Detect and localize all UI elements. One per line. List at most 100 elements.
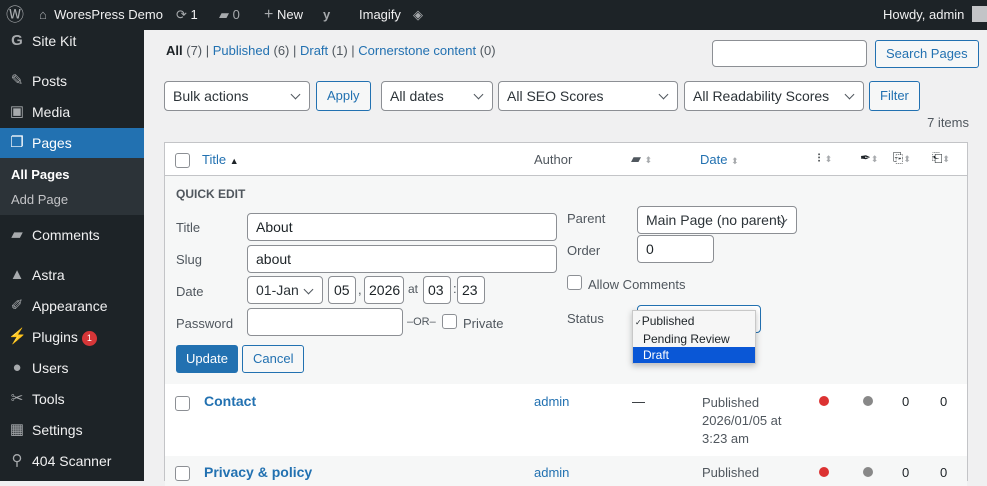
date-header[interactable]: Date: [700, 152, 728, 167]
sidebar-item-appearance[interactable]: ✐ Appearance: [0, 291, 144, 321]
admin-sidebar: G Site Kit ✎ Posts ▣ Media ❐ Pages All Pages…: [0, 30, 144, 481]
parent-label: Parent: [567, 211, 606, 226]
date-text: 2026/01/05 at: [702, 413, 782, 428]
sidebar-item-users[interactable]: ● Users: [0, 353, 144, 383]
count: (7): [186, 43, 203, 58]
status-option-published[interactable]: ✓Published: [633, 313, 755, 331]
title-input[interactable]: About: [247, 213, 557, 241]
readability-dot: [863, 467, 873, 477]
view-all[interactable]: All: [166, 43, 183, 58]
column-date[interactable]: Date ⬍: [700, 152, 739, 167]
status-option-pending-review[interactable]: Pending Review: [643, 332, 730, 346]
sidebar-item-settings[interactable]: ▦ Settings: [0, 415, 144, 445]
diamond-plugin-icon[interactable]: ◈: [413, 7, 423, 22]
sidebar-label: Settings: [32, 422, 83, 438]
google-icon: G: [11, 32, 23, 49]
sidebar-item-plugins[interactable]: ⚡ Plugins 1: [0, 322, 144, 352]
readability-select[interactable]: All Readability Scores: [684, 81, 864, 111]
select-all-checkbox[interactable]: [175, 153, 190, 168]
sidebar-label: Site Kit: [32, 33, 77, 49]
search-input[interactable]: [712, 40, 867, 67]
cancel-button[interactable]: Cancel: [242, 345, 305, 373]
private-checkbox[interactable]: [442, 314, 457, 329]
updates-link[interactable]: ⟳ 1: [176, 0, 198, 30]
incoming-links-column-icon[interactable]: ⎗⬍: [932, 150, 950, 165]
author-link[interactable]: admin: [534, 394, 570, 409]
parent-select[interactable]: Main Page (no parent): [637, 206, 797, 234]
allow-comments-checkbox[interactable]: [567, 275, 582, 290]
view-cornerstone[interactable]: Cornerstone content: [358, 43, 477, 58]
search-pages-button[interactable]: Search Pages: [875, 40, 979, 68]
sidebar-item-tools[interactable]: ✂ Tools: [0, 384, 144, 414]
row-checkbox[interactable]: [175, 466, 190, 481]
option-label: Published: [641, 314, 695, 328]
apply-button[interactable]: Apply: [316, 81, 371, 111]
sidebar-label: Appearance: [32, 298, 108, 314]
sidebar-label: Tools: [32, 391, 65, 407]
pin-icon: ✎: [10, 72, 24, 89]
view-published[interactable]: Published: [212, 43, 270, 58]
outgoing-links-count: 0: [902, 465, 910, 480]
sidebar-item-site-kit[interactable]: G Site Kit: [0, 26, 144, 56]
hour-input[interactable]: 03: [423, 276, 451, 304]
sort-asc-icon: ▲: [229, 156, 239, 166]
slug-input[interactable]: about: [247, 245, 557, 273]
status-text: Published: [702, 465, 760, 480]
author-link[interactable]: admin: [534, 465, 570, 480]
page-title-link[interactable]: Privacy & policy: [204, 464, 313, 480]
site-name-link[interactable]: ⌂ WoresPress Demo: [39, 0, 163, 30]
year-input[interactable]: 2026: [364, 276, 404, 304]
avatar: [972, 6, 987, 22]
sidebar-label: Comments: [32, 227, 100, 243]
outgoing-links-column-icon[interactable]: ⎘⬍: [893, 150, 911, 165]
readability-dot: [863, 396, 873, 406]
comments-link[interactable]: ▰ 0: [219, 0, 240, 30]
view-draft[interactable]: Draft: [299, 43, 329, 58]
sidebar-item-media[interactable]: ▣ Media: [0, 97, 144, 127]
new-content-link[interactable]: + New: [264, 0, 303, 30]
comments-count: 0: [232, 7, 240, 22]
wordpress-logo-icon[interactable]: Ⓦ: [6, 5, 24, 25]
sidebar-label: Astra: [32, 267, 65, 283]
order-input[interactable]: 0: [637, 235, 714, 263]
readability-column-icon[interactable]: ✒⬍: [860, 150, 878, 165]
items-count: 7 items: [927, 115, 969, 130]
sidebar-item-posts[interactable]: ✎ Posts: [0, 66, 144, 96]
sidebar-item-404-scanner[interactable]: ⚲ 404 Scanner: [0, 446, 144, 476]
table-row: Contact admin — Published 2026/01/05 at 3:…: [165, 384, 967, 456]
seo-score-column-icon[interactable]: ⁝ ⬍: [817, 150, 832, 165]
yoast-icon[interactable]: y: [323, 7, 331, 22]
column-author: Author: [534, 152, 573, 167]
astra-icon: ▲: [9, 266, 25, 283]
password-input[interactable]: [247, 308, 403, 336]
title-header[interactable]: Title: [202, 152, 227, 167]
seo-scores-select[interactable]: All SEO Scores: [498, 81, 678, 111]
minute-input[interactable]: 23: [457, 276, 485, 304]
day-input[interactable]: 05: [328, 276, 356, 304]
bulk-actions-select[interactable]: Bulk actions: [164, 81, 310, 111]
allow-comments-label: Allow Comments: [588, 277, 686, 292]
update-button[interactable]: Update: [176, 345, 238, 373]
submenu-all-pages[interactable]: All Pages: [11, 167, 70, 182]
column-title[interactable]: Title ▲: [202, 152, 239, 167]
sidebar-item-astra[interactable]: ▲ Astra: [0, 260, 144, 290]
status-option-draft[interactable]: Draft: [633, 347, 755, 363]
imagify-link[interactable]: Imagify: [359, 7, 401, 22]
status-text: Published: [702, 395, 760, 410]
filter-button[interactable]: Filter: [869, 81, 920, 111]
status-label: Status: [567, 311, 604, 326]
month-select[interactable]: 01-Jan: [247, 276, 323, 304]
sidebar-item-comments[interactable]: ▰ Comments: [0, 220, 144, 250]
incoming-links-count: 0: [940, 394, 948, 409]
dates-select[interactable]: All dates: [381, 81, 493, 111]
row-checkbox[interactable]: [175, 396, 190, 411]
site-name: WoresPress Demo: [54, 7, 163, 22]
comments-column-icon[interactable]: ▰ ⬍: [631, 151, 652, 166]
brush-icon: ✐: [10, 297, 24, 314]
sidebar-item-pages[interactable]: ❐ Pages: [0, 128, 144, 158]
password-label: Password: [176, 316, 234, 331]
my-account-link[interactable]: Howdy, admin: [883, 0, 987, 30]
page-title-link[interactable]: Contact: [204, 393, 257, 409]
submenu-add-page[interactable]: Add Page: [11, 192, 69, 207]
new-label: New: [276, 7, 303, 22]
